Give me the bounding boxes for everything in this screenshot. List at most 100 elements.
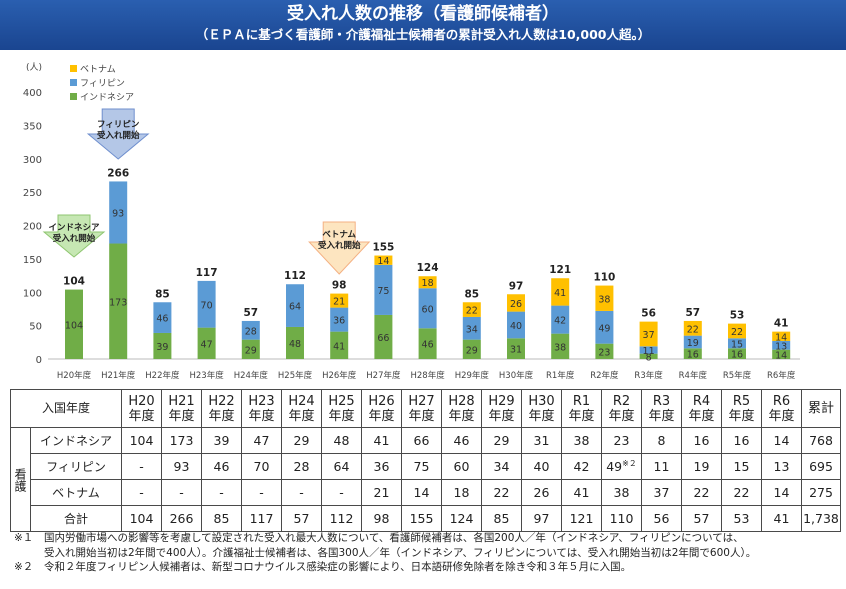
total-label: 85: [155, 288, 170, 300]
bar-segment: [595, 310, 614, 344]
table-cell: 93: [161, 453, 202, 480]
total-label: 57: [243, 307, 258, 319]
bar-segment: [639, 346, 658, 354]
table-cell: 21: [361, 479, 402, 506]
year-header: R3 年度: [641, 389, 682, 428]
table-cell: -: [161, 479, 202, 506]
year-header-text: 年度: [368, 408, 395, 424]
table-cell: 64: [321, 453, 362, 480]
bar-segment: [595, 343, 614, 359]
data-label: 104: [65, 320, 83, 331]
data-table: 入国年度 H20 年度 H21 年度 H22 年度 H23 年度 H24 年度 H25 年度 H26 年度 H…: [10, 389, 841, 532]
bar-segment: [197, 327, 216, 359]
year-header: H20 年度: [121, 389, 162, 428]
bar-segment: [330, 293, 349, 308]
cumulative-cell: 1,738: [801, 505, 841, 532]
year-header-text: H30: [528, 393, 555, 409]
total-label: 155: [372, 242, 394, 254]
data-label: 42: [554, 316, 566, 327]
annotation-label: フィリピン: [97, 119, 140, 130]
total-label: 117: [196, 267, 218, 279]
data-label: 66: [377, 333, 389, 344]
row-label: フィリピン: [30, 453, 122, 480]
bar-segment: [507, 311, 525, 339]
title-banner: 受入れ人数の推移（看護師候補者） （ＥＰＡに基づく看護師・介護福祉士候補者の累計…: [0, 0, 846, 50]
data-label: 40: [510, 321, 522, 332]
data-label: 41: [333, 341, 345, 352]
data-label: 16: [731, 350, 743, 361]
footnote-text: 受入れ開始当初は2年間で400人）。介護福祉士候補者は、各国300人／年（インド…: [44, 546, 757, 559]
year-header-text: 年度: [648, 408, 675, 424]
bar-segment: [109, 243, 128, 359]
year-header-text: H28: [448, 393, 475, 409]
table-cell: 19: [681, 453, 722, 480]
x-tick-label: H21年度: [101, 370, 136, 381]
bar-segment: [65, 289, 83, 359]
x-tick-label: R6年度: [767, 370, 796, 381]
total-label: 41: [774, 318, 789, 330]
table-cell: 36: [361, 453, 402, 480]
x-tick-label: H23年度: [189, 370, 224, 381]
bar-segment: [330, 307, 349, 332]
row-label: 合計: [30, 505, 122, 532]
data-label: 14: [775, 350, 787, 361]
bar-segment: [330, 331, 349, 359]
table-cell: 38: [561, 427, 602, 454]
data-label: 75: [377, 286, 389, 297]
data-label: 64: [289, 302, 301, 313]
cumulative-cell: 768: [801, 427, 841, 454]
table-cell: -: [201, 479, 242, 506]
data-label: 47: [201, 339, 213, 350]
year-header-text: 年度: [288, 408, 315, 424]
legend-label: インドネシア: [80, 92, 134, 103]
year-header: H22 年度: [201, 389, 242, 428]
data-label: 19: [687, 338, 699, 349]
legend-label: ベトナム: [80, 64, 116, 75]
data-label: 34: [466, 324, 478, 335]
data-label: 18: [422, 278, 434, 289]
data-label: 46: [156, 314, 168, 325]
table-cell: 41: [561, 479, 602, 506]
year-header: H23 年度: [241, 389, 282, 428]
year-header-text: 年度: [568, 408, 595, 424]
data-label: 11: [643, 346, 655, 357]
year-header-text: R6: [772, 393, 791, 409]
cumulative-cell: 695: [801, 453, 841, 480]
bar-segment: [551, 278, 570, 306]
bar-segment: [374, 255, 393, 265]
data-label: 29: [245, 345, 257, 356]
table-cell: 14: [401, 479, 442, 506]
table-cell: 47: [241, 427, 282, 454]
bar-segment: [772, 349, 791, 359]
x-tick-label: R5年度: [723, 370, 752, 381]
table-cell: 8: [641, 427, 682, 454]
bar-segment: [772, 340, 791, 350]
x-tick-label: H20年度: [57, 370, 92, 381]
annotation-label: インドネシア: [48, 222, 100, 233]
bar-segment: [462, 339, 481, 359]
total-label: 53: [730, 310, 745, 322]
data-label: 16: [687, 350, 699, 361]
year-header-text: H26: [368, 393, 395, 409]
table-cell: 66: [401, 427, 442, 454]
data-label: 173: [109, 297, 127, 308]
table-cell: 16: [681, 427, 722, 454]
annotation-label: 受入れ開始: [318, 240, 361, 251]
table-cell: 110: [601, 505, 642, 532]
data-label: 38: [598, 294, 610, 305]
year-header: H30 年度: [521, 389, 562, 428]
y-tick-label: 350: [23, 121, 42, 132]
year-header-text: 年度: [248, 408, 275, 424]
year-header-text: H24: [288, 393, 315, 409]
year-header-text: R4: [692, 393, 711, 409]
bar-segment: [772, 331, 791, 341]
year-header-text: R2: [612, 393, 631, 409]
year-header: R5 年度: [721, 389, 762, 428]
row-label: ベトナム: [30, 479, 122, 506]
y-tick-label: 0: [36, 355, 42, 366]
table-cell: 46: [441, 427, 482, 454]
year-header-text: H22: [208, 393, 235, 409]
x-tick-label: H26年度: [322, 370, 357, 381]
bar-segment: [418, 288, 437, 329]
